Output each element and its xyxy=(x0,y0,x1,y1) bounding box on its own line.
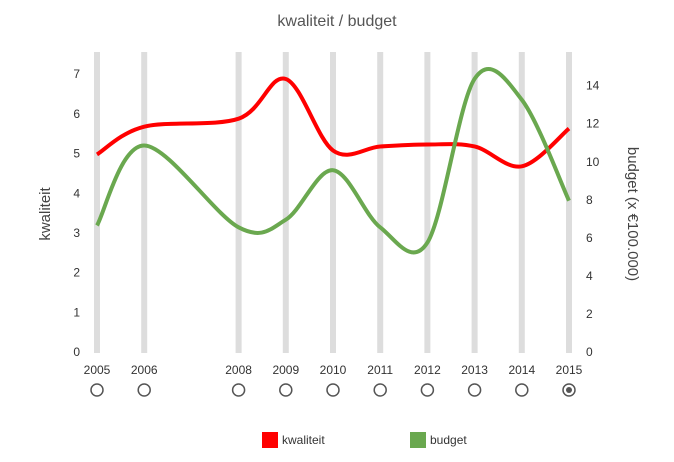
x-tick-label: 2008 xyxy=(225,363,252,377)
y-tick-label: 3 xyxy=(73,226,80,240)
x-tick-label: 2014 xyxy=(508,363,535,377)
x-tick-label: 2013 xyxy=(461,363,488,377)
y-tick-label: 7 xyxy=(73,67,80,81)
y2-tick-label: 8 xyxy=(586,193,593,207)
x-selector[interactable] xyxy=(467,383,482,397)
y2-tick-label: 2 xyxy=(586,307,593,321)
line xyxy=(95,76,571,169)
x-tick-label: 2011 xyxy=(367,363,393,377)
x-selector[interactable] xyxy=(90,383,104,397)
y-tick-label: 1 xyxy=(73,305,80,319)
x-tick-label: 2015 xyxy=(556,363,583,377)
y2-tick-label: 0 xyxy=(586,345,593,359)
legend-label: budget xyxy=(430,433,467,447)
x-selector[interactable] xyxy=(420,383,435,397)
x-tick-label: 2005 xyxy=(84,363,111,377)
y2-axis-title: budget (x €100.000) xyxy=(624,147,641,281)
y-tick-label: 4 xyxy=(73,186,80,200)
y-tick-label: 5 xyxy=(73,147,80,161)
x-selector[interactable] xyxy=(231,383,246,397)
x-tick-label: 2006 xyxy=(131,363,158,377)
x-selector[interactable] xyxy=(515,383,529,397)
legend-swatch xyxy=(410,432,426,448)
y2-tick-label: 10 xyxy=(586,155,600,169)
y-tick-label: 0 xyxy=(73,345,80,359)
x-selector[interactable] xyxy=(326,383,340,397)
y2-tick-label: 6 xyxy=(586,231,593,245)
x-selector-dot xyxy=(566,387,572,393)
legend-swatch xyxy=(262,432,278,448)
y2-tick-label: 4 xyxy=(586,269,593,283)
y2-tick-label: 12 xyxy=(586,117,600,131)
x-tick-label: 2009 xyxy=(272,363,299,377)
y2-tick-label: 14 xyxy=(586,79,600,93)
y-tick-label: 2 xyxy=(73,266,80,280)
x-selector[interactable] xyxy=(373,383,387,397)
line xyxy=(95,67,571,255)
x-selector[interactable] xyxy=(137,383,151,397)
chart-title: kwaliteit / budget xyxy=(277,13,397,30)
y-tick-label: 6 xyxy=(73,107,80,121)
x-tick-label: 2012 xyxy=(414,363,441,377)
legend-label: kwaliteit xyxy=(282,433,325,447)
x-selector[interactable] xyxy=(279,383,293,397)
y-axis-title: kwaliteit xyxy=(37,186,54,240)
x-tick-label: 2010 xyxy=(320,363,347,377)
